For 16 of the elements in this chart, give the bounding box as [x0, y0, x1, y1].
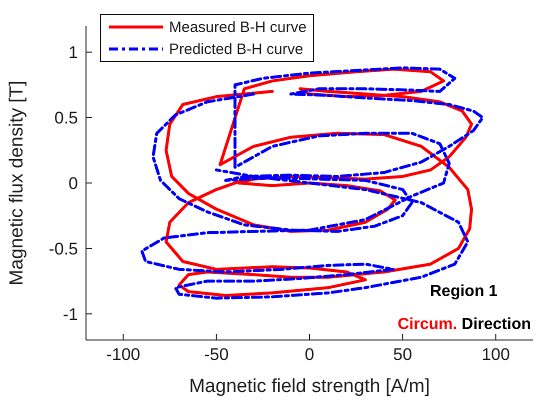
- annotation: Circum. Direction: [398, 316, 531, 334]
- legend-label: Measured B-H curve: [169, 18, 307, 36]
- x-axis-title: Magnetic field strength [A/m]: [189, 376, 430, 397]
- y-axis-title: Magnetic flux density [T]: [6, 80, 28, 286]
- y-tick-label: 0.5: [54, 108, 78, 128]
- y-tick-label: 0: [68, 174, 78, 194]
- x-tick-label: -100: [106, 345, 140, 364]
- x-tick-label: 0: [304, 345, 314, 364]
- annotation: Region 1: [430, 283, 498, 301]
- y-tick-label: -0.5: [48, 239, 78, 258]
- x-tick-label: 50: [393, 345, 412, 364]
- x-tick-label: 100: [482, 345, 510, 364]
- y-tick-label: 1: [68, 43, 78, 62]
- legend-label: Predicted B-H curve: [169, 40, 304, 58]
- x-tick-label: -50: [204, 345, 229, 364]
- y-tick-label: -1: [62, 304, 78, 324]
